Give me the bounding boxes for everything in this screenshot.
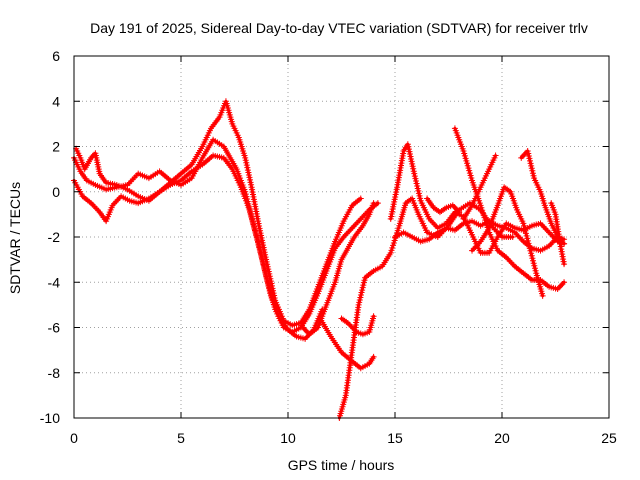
x-tick-label: 10	[280, 430, 296, 446]
data-point	[370, 313, 377, 320]
y-tick-labels: -10 -8 -6 -4 -2 0 2 4 6	[40, 48, 60, 426]
x-tick-label: 25	[601, 430, 617, 446]
x-tick-label: 5	[177, 430, 185, 446]
series-line	[318, 316, 376, 370]
data-point	[509, 234, 516, 240]
x-axis-title: GPS time / hours	[288, 457, 395, 473]
series-arc-5	[317, 315, 377, 372]
series-arc-9	[392, 218, 568, 254]
series-arc-14	[424, 195, 463, 216]
y-tick-label: -6	[48, 320, 61, 336]
x-tick-label: 15	[387, 430, 403, 446]
y-tick-label: -4	[48, 274, 61, 290]
data-point	[539, 292, 546, 299]
data-point	[357, 195, 364, 202]
axis-ticks	[73, 55, 610, 419]
series-arc-13	[518, 148, 568, 247]
y-tick-label: 4	[52, 93, 60, 109]
chart-title: Day 191 of 2025, Sidereal Day-to-day VTE…	[90, 20, 588, 36]
y-tick-label: 6	[52, 48, 60, 64]
series-arc-15	[548, 200, 568, 268]
x-tick-labels: 0 5 10 15 20 25	[70, 430, 617, 446]
y-tick-label: 2	[52, 139, 60, 155]
y-axis-title: SDTVAR / TECUs	[7, 182, 23, 294]
data-point	[561, 279, 568, 286]
series-arc-2	[71, 152, 381, 336]
y-tick-label: -8	[48, 365, 61, 381]
y-tick-label: 0	[52, 184, 60, 200]
data-point	[456, 209, 463, 216]
series-arc-3	[73, 98, 364, 329]
data-point	[492, 152, 499, 159]
data-point	[370, 353, 377, 360]
y-tick-label: -2	[48, 229, 61, 245]
series-arc-4	[299, 200, 377, 338]
y-tick-label: -10	[40, 410, 60, 426]
data-point	[561, 261, 568, 268]
series-arc-10	[451, 125, 568, 293]
series-arc-12	[460, 152, 499, 222]
series-group	[71, 98, 568, 421]
data-point	[370, 200, 377, 207]
x-tick-label: 20	[494, 430, 510, 446]
x-tick-label: 0	[70, 430, 78, 446]
series-arc-7	[338, 313, 377, 338]
series-arc-11	[469, 184, 546, 299]
